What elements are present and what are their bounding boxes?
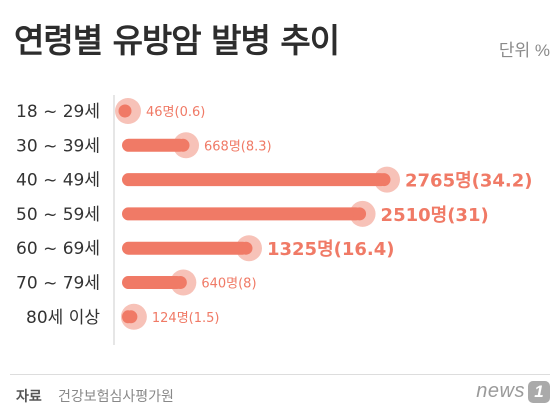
data-label: 2765명(34.2) [405,171,533,192]
bar-end-dot [353,207,367,221]
data-label: 46명(0.6) [146,105,205,120]
bar-end-dot [124,310,138,324]
data-label: 668명(8.3) [204,139,272,154]
category-label: 30 ~ 39세 [16,136,100,156]
category-label: 50 ~ 59세 [16,205,100,225]
data-label: 640명(8) [201,277,256,292]
data-label: 1325명(16.4) [267,239,395,260]
category-label: 70 ~ 79세 [16,274,100,294]
footer-divider [10,374,550,375]
bar-end-dot [118,104,132,118]
data-label: 2510명(31) [381,205,489,226]
data-label: 124명(1.5) [152,311,220,326]
bar-end-dot [173,276,187,289]
source-text: 건강보험심사평가원 [58,389,174,405]
bar [122,207,363,221]
logo-badge: 1 [528,380,550,403]
category-label: 60 ~ 69세 [16,239,100,259]
bar [122,173,387,187]
logo-text: news [476,380,525,402]
bar-end-dot [176,138,190,152]
bar [122,241,249,255]
bar [122,138,187,152]
bar-end-dot [239,241,253,255]
category-label: 18 ~ 29세 [16,102,100,122]
source-label: 자료 [16,389,42,405]
category-label: 40 ~ 49세 [16,171,100,191]
bar-end-dot [377,173,391,187]
unit-label: 단위 % [498,41,550,60]
category-label: 80세 이상 [26,308,100,328]
news1-logo: news 1 [476,380,550,403]
bar [122,276,184,289]
chart-title: 연령별 유방암 발병 추이 [14,21,340,60]
